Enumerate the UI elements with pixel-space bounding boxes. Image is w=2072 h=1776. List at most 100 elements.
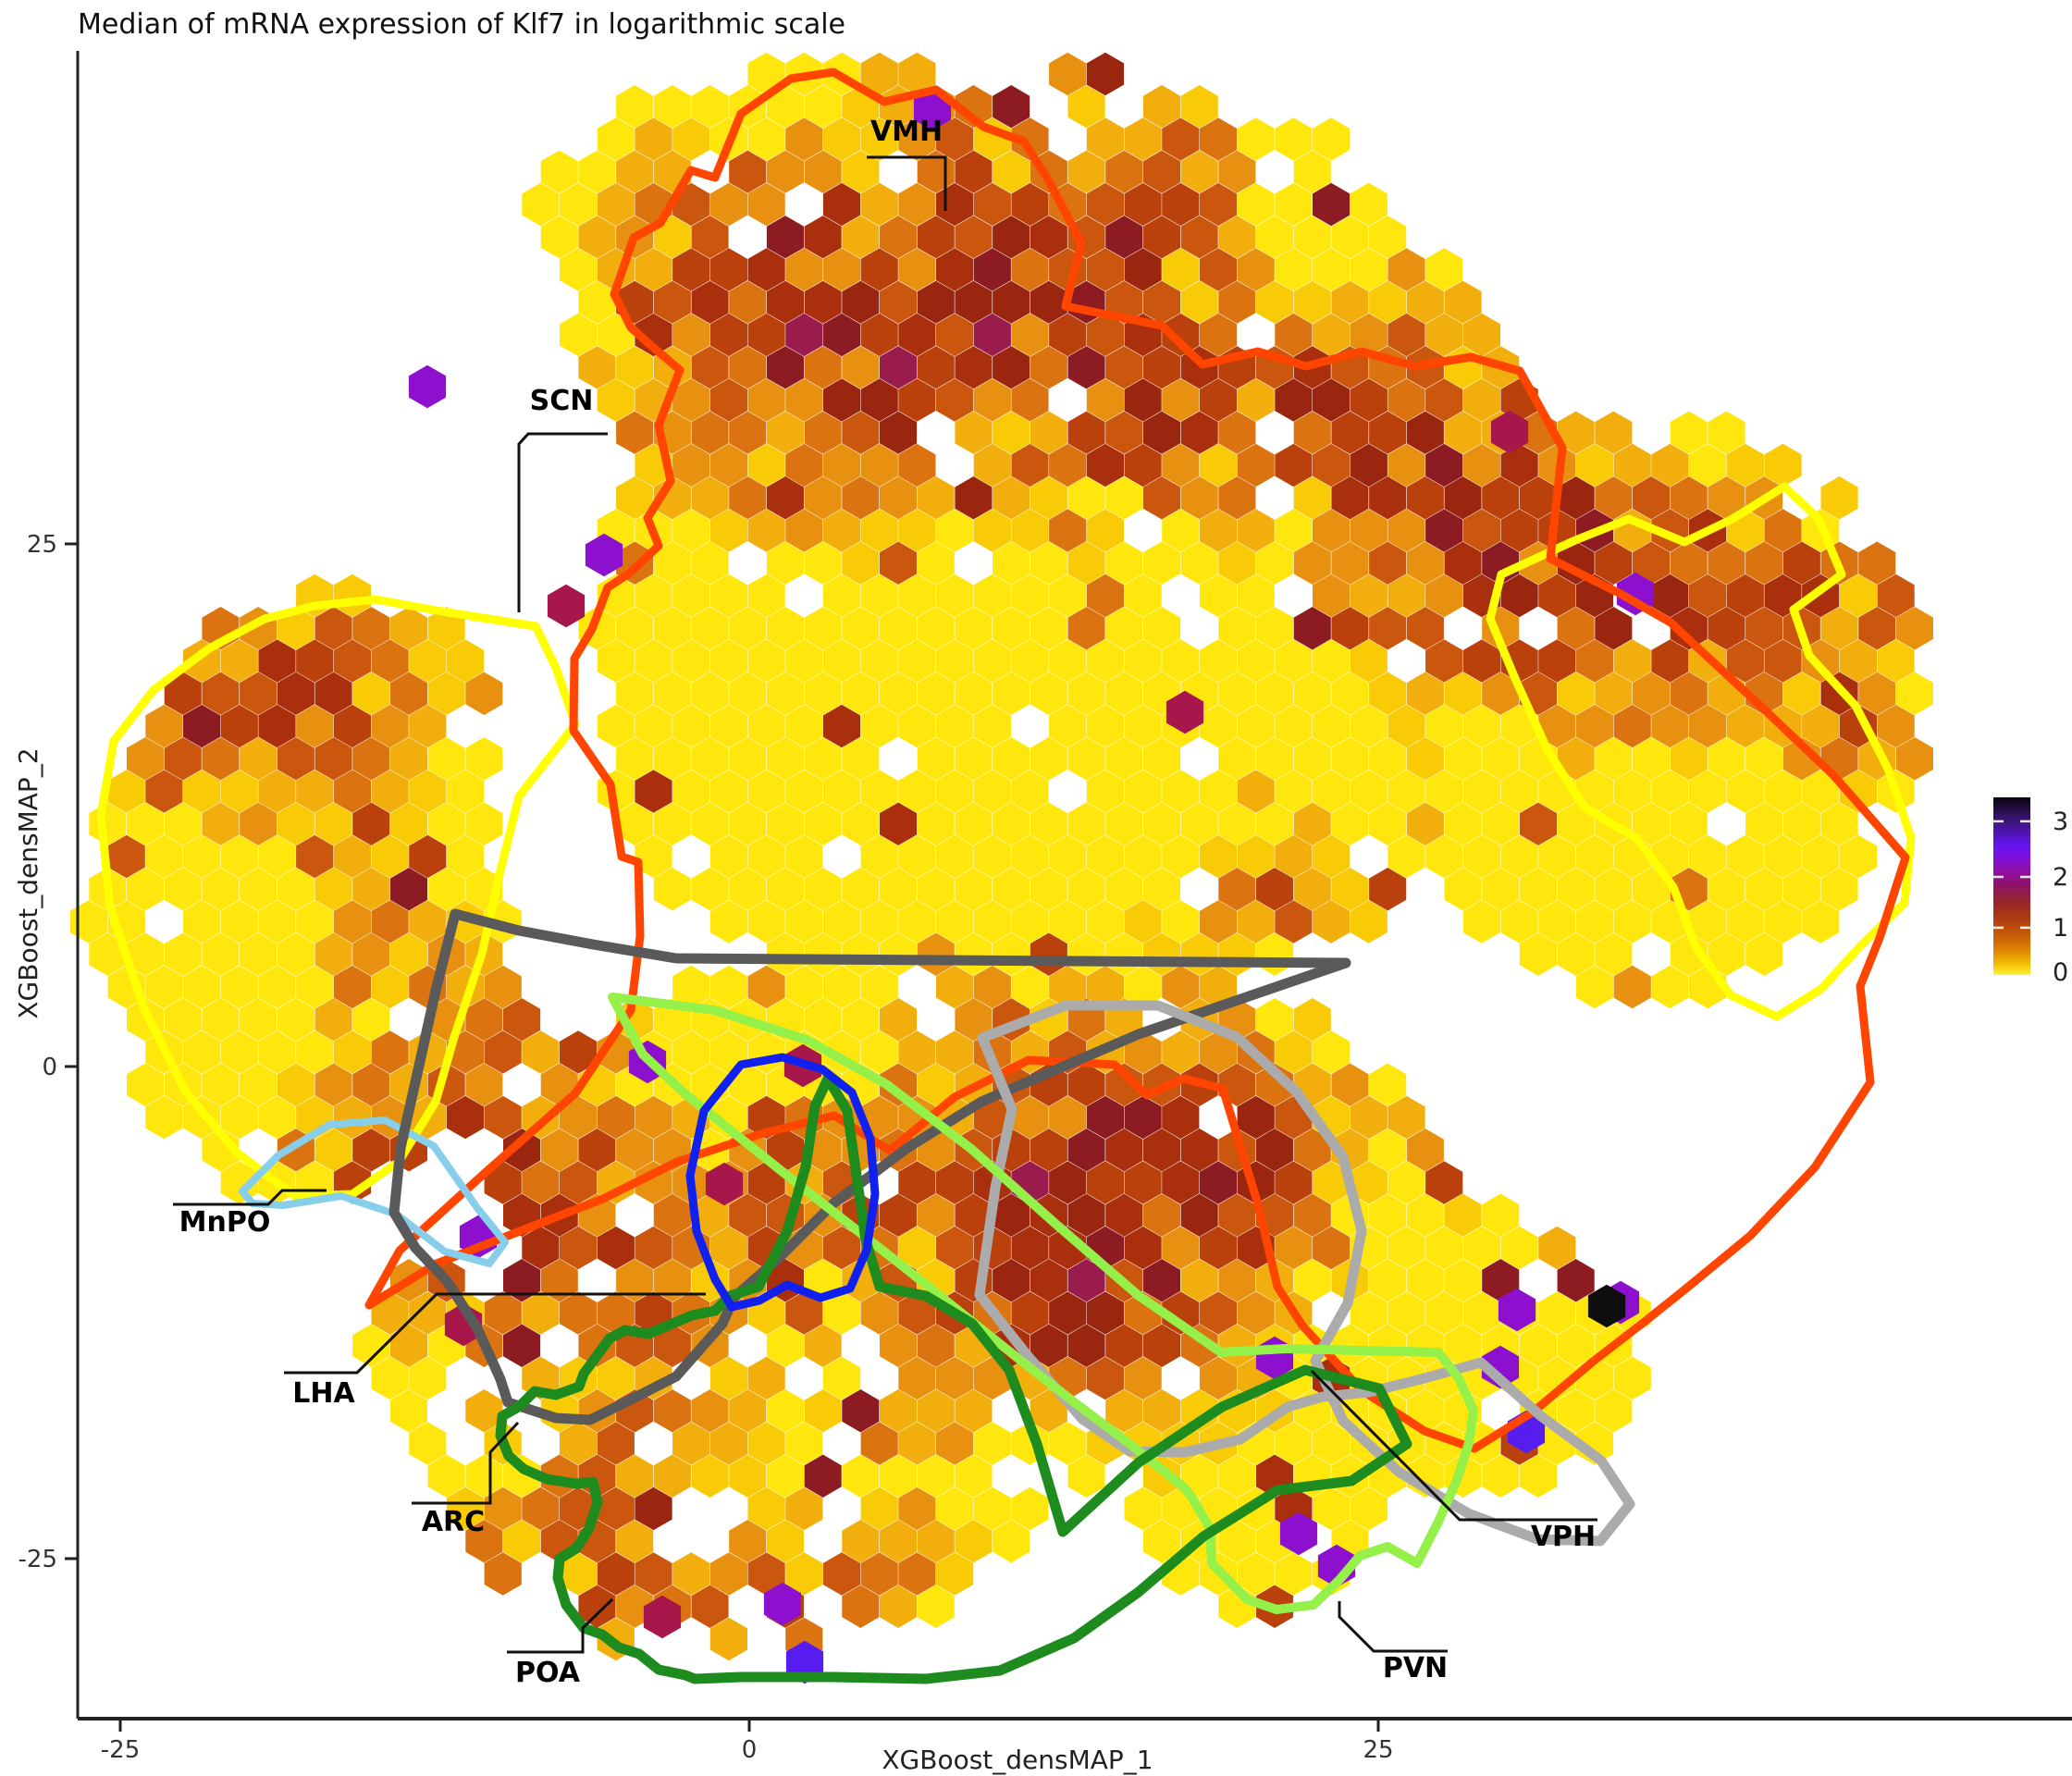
- hex-cell: [1124, 248, 1162, 291]
- hex-cell: [1633, 672, 1671, 715]
- hex-cell: [936, 639, 974, 683]
- hex-cell: [427, 672, 465, 715]
- hex-cell: [973, 770, 1011, 813]
- region-outline-mnpo: [239, 1116, 509, 1267]
- hex-cell: [1256, 607, 1294, 650]
- y-tick-label: -25: [18, 1546, 57, 1573]
- hex-cell: [1782, 737, 1820, 781]
- hex-cell: [1293, 868, 1331, 911]
- hex-cell: [1237, 182, 1275, 227]
- hex-cell: [1275, 770, 1313, 813]
- hex-cell: [1444, 802, 1482, 845]
- hex-cell: [1313, 639, 1350, 683]
- hex-cell: [352, 802, 390, 845]
- hex-cell: [597, 1226, 635, 1270]
- hex-cell: [842, 280, 880, 324]
- hex-cell: [465, 998, 503, 1042]
- hex-cell: [597, 1486, 635, 1531]
- hex-cell: [1557, 1324, 1595, 1367]
- hex-cell: [1256, 737, 1294, 781]
- hex-cell: [822, 574, 861, 618]
- hex-cell: [107, 770, 145, 813]
- hex-cell: [917, 1324, 955, 1367]
- hex-cell: [1313, 1486, 1350, 1531]
- hex-cell: [220, 965, 258, 1009]
- hex-cell: [1764, 900, 1802, 944]
- hex-cell: [1067, 737, 1105, 781]
- hex-cell: [785, 443, 823, 487]
- hex-cell: [993, 280, 1030, 324]
- hex-cell: [1406, 1128, 1444, 1172]
- hex-cell: [1708, 411, 1745, 454]
- hex-cell: [691, 346, 729, 389]
- hex-cell: [1199, 1356, 1238, 1400]
- hex-cell: [936, 378, 974, 422]
- hex-cell: [314, 802, 352, 845]
- hex-cell: [1331, 411, 1369, 454]
- hex-cell: [1557, 868, 1595, 911]
- hex-cell: [1369, 1324, 1407, 1367]
- hex-cell: [804, 85, 842, 129]
- hex-cell: [1764, 443, 1802, 487]
- hex-cell: [1802, 900, 1840, 944]
- hex-cell: [89, 932, 127, 976]
- hex-cell: [1595, 411, 1633, 454]
- hex-cell: [766, 216, 804, 259]
- hex-cell: [1011, 248, 1049, 291]
- hex-cell: [1406, 607, 1444, 650]
- hex-cell: [484, 1291, 522, 1335]
- hex-cell: [258, 1030, 296, 1074]
- hex-cell: [1462, 834, 1500, 879]
- hex-cell: [1350, 1486, 1388, 1531]
- chart-title: Median of mRNA expression of Klf7 in log…: [78, 8, 845, 41]
- hex-cell: [1180, 802, 1218, 845]
- hex-cell: [220, 1095, 258, 1140]
- hex-cell: [1782, 541, 1820, 585]
- hex-cell: [1086, 52, 1124, 96]
- hex-cell: [1406, 802, 1444, 845]
- hex-cell: [1726, 770, 1764, 813]
- hex-cell: [1388, 1226, 1425, 1270]
- hex-cell: [635, 1486, 672, 1531]
- hex-cell: [822, 770, 861, 813]
- hex-cell: [898, 52, 936, 96]
- hex-cell: [1237, 1291, 1275, 1335]
- hex-cell: [1067, 1193, 1105, 1237]
- hex-cell: [1802, 834, 1840, 879]
- hex-cell: [936, 1422, 974, 1465]
- hex-cell: [1519, 868, 1557, 911]
- hex-cell: [1613, 965, 1651, 1009]
- hex-cell: [898, 443, 936, 487]
- hex-cell: [1180, 541, 1218, 585]
- hex-cell: [1237, 834, 1275, 879]
- hex-cell: [804, 476, 842, 520]
- hex-cell: [446, 834, 485, 879]
- hex-cell: [955, 150, 993, 193]
- hex-cell: [973, 900, 1011, 944]
- hex-cell: [1651, 770, 1689, 813]
- hex-cell: [1369, 672, 1407, 715]
- hex-cell: [1142, 476, 1180, 520]
- hex-cell: [993, 411, 1030, 454]
- hex-cell: [1049, 1291, 1087, 1335]
- hex-cell: [314, 932, 352, 976]
- hex-cell: [880, 1389, 918, 1433]
- hex-cell: [1670, 607, 1708, 650]
- hex-cell: [785, 900, 823, 944]
- hex-cell: [1839, 639, 1877, 683]
- hex-cell: [1575, 443, 1614, 487]
- hex-cell: [1162, 1161, 1200, 1204]
- hex-cell: [1369, 1063, 1407, 1106]
- hex-cell: [296, 834, 334, 879]
- hex-cell: [1482, 737, 1520, 781]
- hex-cell: [1895, 737, 1933, 781]
- hex-cell: [804, 1324, 842, 1367]
- hex-cell: [1538, 1226, 1576, 1270]
- hex-cell: [917, 1193, 955, 1237]
- hex-cell: [898, 1356, 936, 1400]
- hex-cell: [1557, 802, 1595, 845]
- hex-cell: [1142, 1193, 1180, 1237]
- hex-cell: [973, 378, 1011, 422]
- hex-cell: [1444, 541, 1482, 585]
- hex-cell: [1500, 443, 1538, 487]
